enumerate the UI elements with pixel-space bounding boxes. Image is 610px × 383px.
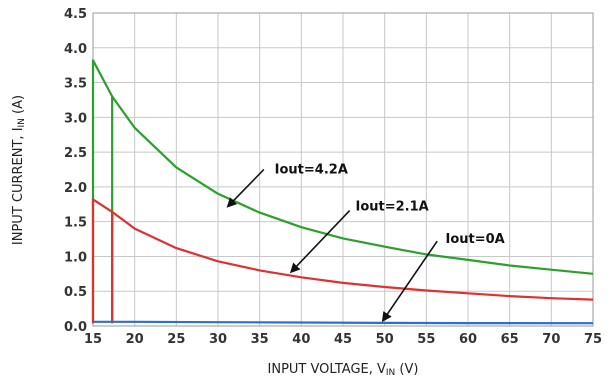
- x-tick-label: 25: [167, 332, 185, 347]
- x-tick-label: 45: [334, 332, 352, 347]
- x-tick-label: 35: [251, 332, 269, 347]
- x-axis-title: INPUT VOLTAGE, VIN (V): [268, 362, 419, 378]
- x-tick-label: 70: [542, 332, 560, 347]
- x-tick-label: 60: [459, 332, 477, 347]
- annotation-arrow: [226, 168, 265, 208]
- annotation-label: Iout=4.2A: [275, 163, 348, 178]
- annotation-arrow: [381, 240, 438, 323]
- y-tick-label: 0.5: [64, 285, 87, 300]
- x-tick-label: 20: [126, 332, 144, 347]
- y-tick-label: 3.0: [64, 111, 87, 126]
- x-tick-label: 55: [417, 332, 435, 347]
- x-tick-label: 15: [84, 332, 102, 347]
- annotation-label: Iout=2.1A: [356, 199, 429, 214]
- y-tick-label: 0.0: [64, 320, 87, 335]
- y-axis-title: INPUT CURRENT, IIN (A): [11, 95, 27, 245]
- x-tick-label: 50: [376, 332, 394, 347]
- x-tick-label: 65: [501, 332, 519, 347]
- series-line-iout-4-2a: [91, 59, 594, 324]
- y-tick-label: 2.0: [64, 181, 87, 196]
- tick-layer: 15 20 25 30 35 40 45 50 55 60 65 70 75 0.0 0.5 1.0 1.5 2.…: [64, 7, 602, 347]
- y-tick-label: 4.0: [64, 42, 87, 57]
- annotation-arrow: [289, 209, 351, 274]
- y-tick-label: 2.5: [64, 146, 87, 161]
- x-tick-label: 75: [584, 332, 602, 347]
- annotation-label: Iout=0A: [446, 232, 505, 247]
- x-tick-label: 40: [292, 332, 310, 347]
- y-tick-label: 1.5: [64, 216, 87, 231]
- y-tick-label: 1.0: [64, 250, 87, 265]
- series-line-iout-0a: [93, 320, 594, 325]
- annotation-layer: Iout=4.2A Iout=2.1A Iout=0A: [226, 163, 505, 323]
- series-line-iout-2-1a: [91, 198, 594, 324]
- x-tick-label: 30: [209, 332, 227, 347]
- y-tick-label: 3.5: [64, 77, 87, 92]
- y-tick-label: 4.5: [64, 7, 87, 22]
- grid-layer: [93, 13, 593, 326]
- series-layer: [91, 59, 594, 325]
